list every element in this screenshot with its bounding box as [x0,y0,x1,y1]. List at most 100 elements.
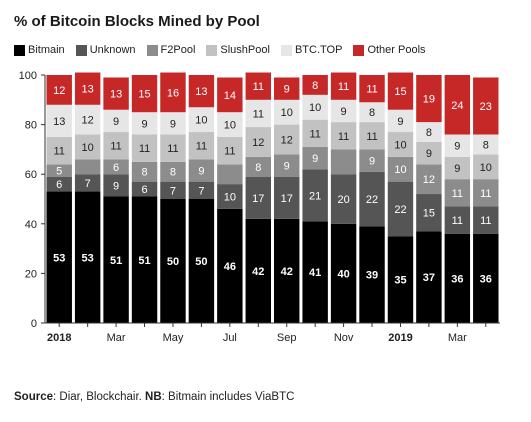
legend-label: F2Pool [160,44,196,56]
data-label: 9 [397,116,403,128]
data-label: 51 [110,255,122,267]
bar-segment [359,226,385,323]
data-label: 11 [366,131,377,143]
data-label: 21 [309,190,321,202]
data-label: 11 [139,143,150,155]
legend-label: SlushPool [220,44,270,56]
data-label: 11 [309,128,320,140]
bar-segment [245,72,271,100]
bar-segment [330,99,357,123]
legend-item-other-pools: Other Pools [353,44,426,56]
data-label: 10 [224,192,236,204]
bar-segment [74,191,101,323]
legend-swatch [14,44,25,56]
bar-segment [359,75,385,103]
data-label: 42 [252,266,264,278]
nb-label: NB [145,391,162,403]
data-label: 8 [312,80,318,92]
data-label: 9 [198,165,204,177]
chart-title: % of Bitcoin Blocks Mined by Pool [14,13,260,30]
bar-segment [302,221,328,323]
bar-segment [188,132,215,160]
data-label: 53 [82,252,94,264]
data-label: 11 [196,141,207,153]
bar-segment [188,107,215,133]
bar-segment [160,112,186,135]
data-label: 11 [54,146,65,158]
x-tick-label: 2018 [47,332,71,344]
data-label: 15 [423,208,435,220]
legend-item-bitmain: Bitmain [14,44,65,56]
bar-segment [245,99,271,128]
bar-segment [74,174,101,192]
data-label: 9 [113,180,119,192]
bar-segment [74,159,101,175]
data-label: 11 [366,84,377,96]
legend-item-btc-top: BTC.TOP [280,44,342,56]
bar-segment [302,94,328,120]
legend-label: Other Pools [367,44,426,56]
bar-segment [188,159,215,182]
data-label: 14 [224,90,236,102]
legend-label: Unknown [89,44,136,56]
stacked-bar-chart: 53 6 5 11 13 12 53 7 10 12 13 51 9 6 11 9 13 51 6 8 11 9 15 50 7… [19,70,500,344]
data-label: 7 [170,185,176,197]
data-label: 9 [426,148,432,160]
data-label: 9 [312,153,318,165]
bar-segment [46,137,72,165]
bar-segment [473,134,499,155]
data-label: 15 [394,86,406,98]
data-label: 13 [110,89,122,101]
bar-segment [103,109,129,133]
y-tick-label: 40 [25,219,37,231]
data-label: 10 [309,102,321,114]
bar-segment [160,181,186,199]
data-label: 35 [394,275,406,287]
data-label: 17 [252,193,264,205]
data-label: 20 [337,194,349,206]
bar-segment [131,181,158,197]
bar-segment [274,77,300,100]
y-tick-label: 80 [25,120,37,132]
bar-segment [416,194,442,232]
bar-segment [416,164,442,195]
bar-segment [103,159,129,175]
bar-segment [473,154,499,180]
bar-segment [473,179,499,207]
data-label: 12 [423,174,435,186]
bar-segment [473,206,499,234]
data-label: 10 [480,162,492,174]
bar-segment [359,171,385,227]
data-label: 9 [369,156,375,168]
legend-swatch [75,44,87,56]
bar-segment [131,196,158,323]
data-label: 7 [85,178,91,190]
bar-segment [387,156,414,182]
data-label: 6 [113,162,119,174]
data-label: 16 [167,87,179,99]
bar-segment [444,233,471,323]
bar-segment [444,179,471,207]
data-label: 12 [281,134,293,146]
bar-segment [444,206,471,234]
legend-swatch [206,44,218,56]
data-label: 22 [394,204,406,216]
bar-segment [302,119,328,147]
data-label: 8 [483,139,489,151]
legend-label: Bitmain [28,44,65,56]
data-label: 12 [82,115,94,127]
data-label: 13 [53,116,65,128]
x-tick-label: Mar [448,332,467,344]
bar-segment [359,122,385,150]
legend-item-unknown: Unknown [75,44,136,56]
footnote: Source: Diar, Blockchair. NB: Bitmain in… [14,391,294,403]
data-label: 11 [480,188,491,200]
data-label: 15 [138,89,150,101]
data-label: 50 [195,256,207,268]
bar-segment [359,149,385,172]
bar-segment [330,149,357,175]
data-label: 9 [454,163,460,175]
bar-segment [245,176,271,219]
bar-segment [330,223,357,323]
data-label: 10 [394,139,406,151]
